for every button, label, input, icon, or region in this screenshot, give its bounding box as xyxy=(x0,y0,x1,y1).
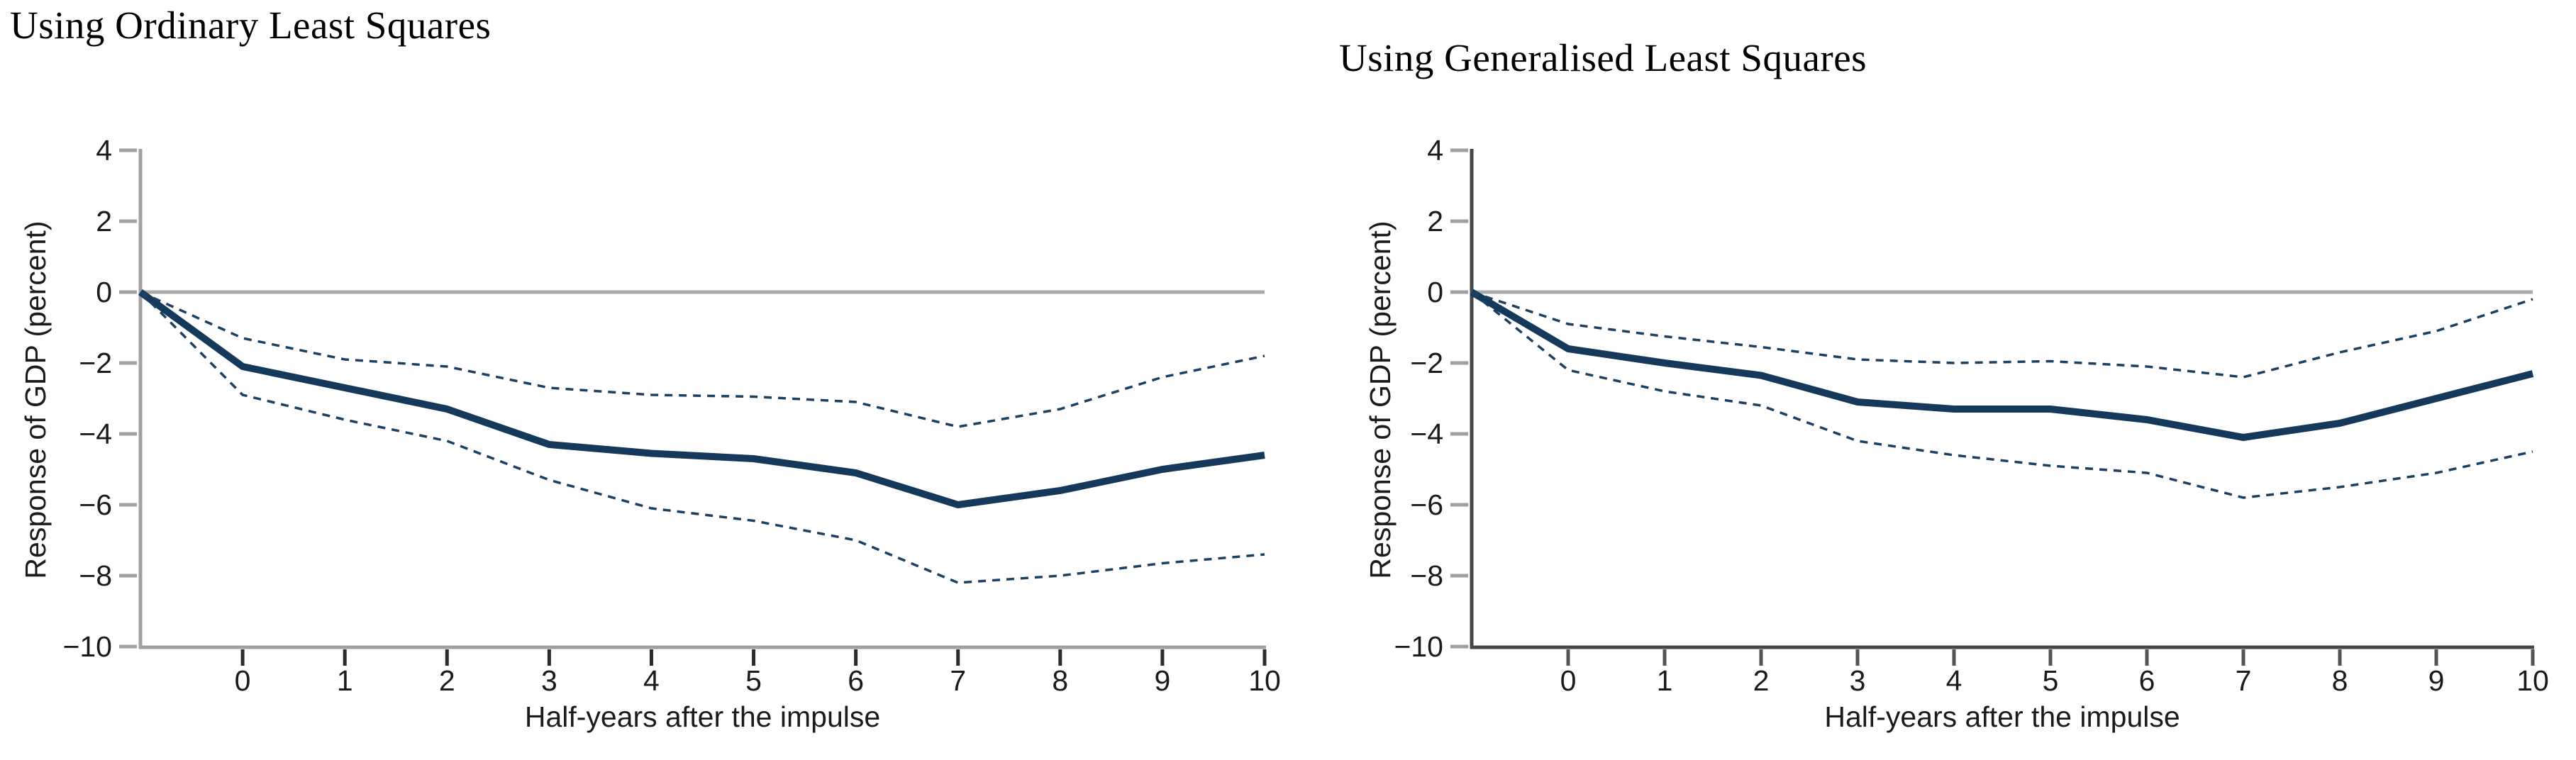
ols-x-tick-label: 5 xyxy=(745,664,762,697)
ols-x-tick-label: 0 xyxy=(234,664,251,697)
ols-upper-confidence-band-line xyxy=(140,291,1265,428)
ols-x-tick-label: 2 xyxy=(438,664,455,697)
ols-y-tick-label: 4 xyxy=(96,134,112,167)
gls-x-tick-label: 9 xyxy=(2428,664,2445,697)
gls-y-tick-label: −10 xyxy=(1394,630,1443,663)
ols-x-tick-label: 4 xyxy=(643,664,660,697)
ols-x-tick-label: 7 xyxy=(950,664,967,697)
gls-x-tick-label: 1 xyxy=(1656,664,1673,697)
gls-x-tick-label: 4 xyxy=(1945,664,1962,697)
ols-x-tick-label: 8 xyxy=(1052,664,1069,697)
gls-lower-confidence-band-line xyxy=(1470,291,2533,499)
gls-x-tick-label: 5 xyxy=(2042,664,2059,697)
gls-point-estimate-line xyxy=(1470,289,2534,442)
ols-y-tick-label: 0 xyxy=(96,276,112,308)
gls-x-tick-label: 10 xyxy=(2516,664,2549,697)
ols-x-axis-title: Half-years after the impulse xyxy=(524,700,881,733)
ols-y-tick-label: −4 xyxy=(79,418,112,450)
ols-y-tick-label: −8 xyxy=(79,559,112,592)
gls-x-tick-label: 8 xyxy=(2331,664,2348,697)
gls-x-tick-label: 2 xyxy=(1753,664,1770,697)
gls-upper-confidence-band-line xyxy=(1471,291,2533,379)
ols-x-tick-label: 10 xyxy=(1248,664,1281,697)
ols-y-tick-label: −6 xyxy=(79,488,112,521)
ols-y-tick-label: −10 xyxy=(62,630,112,663)
gls-y-tick-label: 2 xyxy=(1427,205,1443,238)
ols-lower-confidence-band-line xyxy=(139,291,1265,584)
gls-x-tick-label: 3 xyxy=(1849,664,1866,697)
ols-y-tick-label: −2 xyxy=(79,347,112,379)
gls-x-tick-label: 6 xyxy=(2138,664,2155,697)
ols-x-tick-label: 9 xyxy=(1154,664,1171,697)
ols-plot-area xyxy=(119,148,1267,666)
gls-x-tick-label: 0 xyxy=(1560,664,1577,697)
ols-x-tick-label: 3 xyxy=(540,664,557,697)
gls-panel-title: Using Generalised Least Squares xyxy=(1339,36,1867,79)
gls-y-tick-label: −4 xyxy=(1410,418,1443,450)
gls-plot-area xyxy=(1450,148,2535,666)
gls-y-tick-label: 0 xyxy=(1427,276,1443,308)
ols-point-estimate-line xyxy=(138,289,1265,509)
gls-x-axis-title: Half-years after the impulse xyxy=(1824,700,2180,733)
gls-y-tick-label: −6 xyxy=(1410,488,1443,521)
ols-y-tick-label: 2 xyxy=(96,205,112,238)
ols-panel-title: Using Ordinary Least Squares xyxy=(10,4,492,47)
gls-x-tick-label: 7 xyxy=(2235,664,2252,697)
gls-y-tick-label: −2 xyxy=(1410,347,1443,379)
ols-x-tick-label: 6 xyxy=(848,664,865,697)
gls-y-tick-label: 4 xyxy=(1427,134,1443,167)
gls-y-tick-label: −8 xyxy=(1410,559,1443,592)
ols-x-tick-label: 1 xyxy=(336,664,353,697)
